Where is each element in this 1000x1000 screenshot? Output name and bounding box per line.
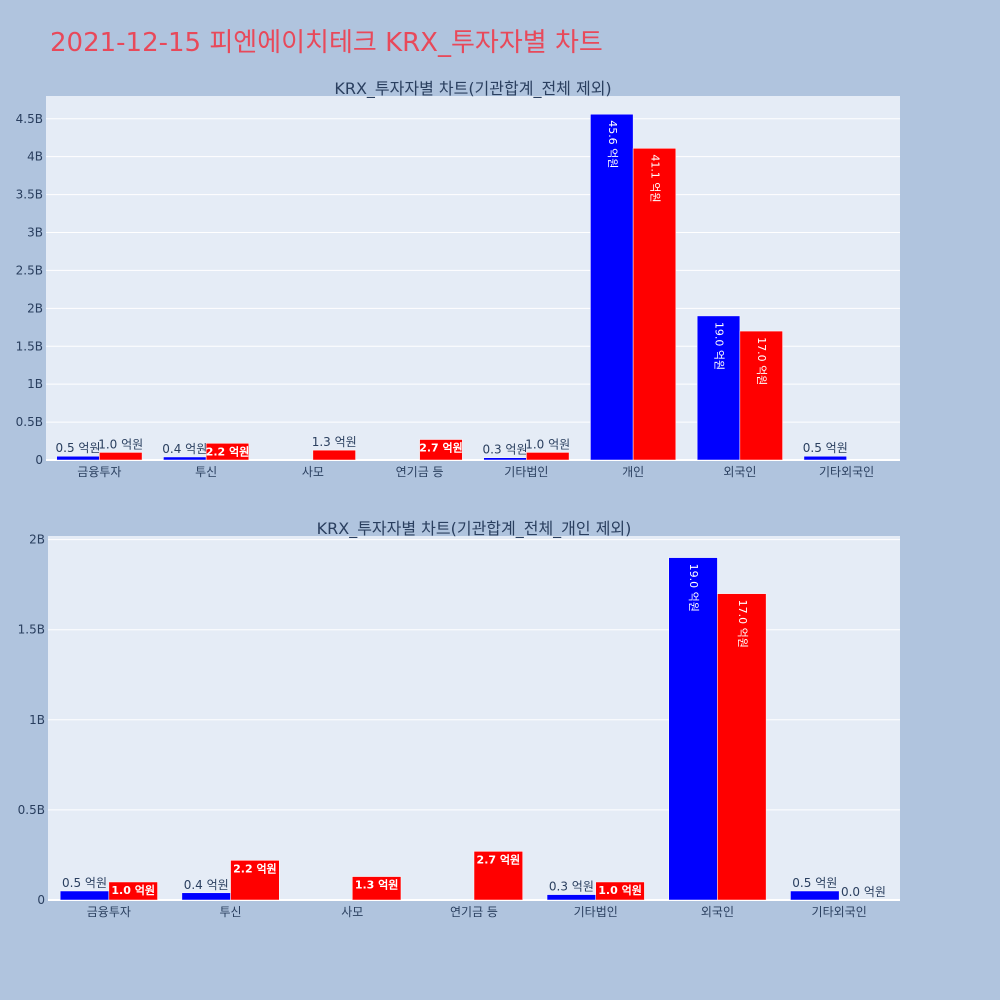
data-label: 1.0 억원 — [525, 437, 570, 451]
data-label: 0.5 억원 — [62, 876, 107, 890]
data-label: 0.4 억원 — [184, 878, 229, 892]
data-label: 1.0 억원 — [598, 883, 642, 897]
x-tick-label: 사모 — [302, 465, 324, 479]
page-title: 2021-12-15 피엔에이치테크 KRX_투자자별 차트 — [50, 28, 603, 58]
chart-all-investors: 0 0.5B 1B 1.5B 2B 2.5B 3B 3.5B 4B 4.5B KRX_투자자별 차트… — [16, 79, 900, 479]
data-label: 45.6 억원 — [606, 120, 619, 168]
bar — [803, 455, 847, 461]
y-tick-label: 4B — [27, 150, 43, 164]
bar — [419, 439, 463, 461]
y-tick-label: 3.5B — [16, 188, 43, 202]
data-label: 0.5 억원 — [792, 876, 837, 890]
data-label: 2.2 억원 — [233, 861, 277, 875]
x-tick-label: 외국인 — [723, 465, 756, 479]
bar — [352, 876, 402, 901]
bar — [163, 456, 207, 461]
data-label: 0.0 억원 — [841, 885, 886, 899]
y-tick-label: 1.5B — [18, 623, 45, 637]
bar — [668, 557, 718, 901]
data-label: 0.3 억원 — [483, 443, 528, 457]
y-tick-label: 1B — [27, 377, 43, 391]
bar — [56, 455, 100, 461]
x-tick-label: 금융투자 — [87, 905, 131, 919]
y-tick-label: 0 — [37, 893, 45, 907]
x-tick-label: 사모 — [341, 905, 363, 919]
y-tick-label: 0.5B — [18, 803, 45, 817]
y-tick-label: 2.5B — [16, 263, 43, 277]
data-label: 19.0 억원 — [687, 564, 700, 612]
chart-title: KRX_투자자별 차트(기관합계_전체 제외) — [334, 79, 611, 99]
x-tick-label: 연기금 등 — [396, 465, 444, 479]
bar — [473, 851, 523, 901]
x-tick-label: 기타법인 — [574, 905, 618, 919]
bar — [526, 452, 570, 461]
data-label: 1.0 억원 — [111, 883, 155, 897]
data-label: 2.7 억원 — [419, 441, 463, 455]
y-tick-label: 1B — [29, 713, 45, 727]
x-tick-label: 투신 — [220, 905, 242, 919]
x-tick-label: 외국인 — [701, 905, 734, 919]
y-tick-label: 3B — [27, 226, 43, 240]
data-label: 17.0 억원 — [755, 337, 768, 385]
plot-area — [48, 536, 900, 900]
data-label: 41.1 억원 — [648, 154, 661, 202]
x-tick-label: 기타법인 — [504, 465, 548, 479]
chart-excluding-individuals: 0 0.5B 1B 1.5B 2B KRX_투자자별 차트(기관합계_전체_개인 제외) 금… — [18, 519, 900, 919]
bar — [696, 315, 741, 461]
x-tick-label: 개인 — [622, 465, 644, 479]
data-label: 2.7 억원 — [477, 852, 521, 866]
y-tick-label: 0 — [35, 453, 43, 467]
data-label: 2.2 억원 — [206, 444, 250, 458]
bar — [181, 892, 231, 901]
bar — [108, 881, 158, 901]
bar — [717, 593, 767, 901]
data-label: 0.4 억원 — [162, 442, 207, 456]
x-tick-label: 투신 — [195, 465, 217, 479]
bar — [99, 452, 143, 461]
x-tick-label: 기타외국인 — [819, 465, 874, 479]
data-label: 0.5 억원 — [803, 441, 848, 455]
bar — [590, 113, 634, 461]
data-label: 1.3 억원 — [312, 435, 357, 449]
data-label: 1.0 억원 — [98, 437, 143, 451]
x-tick-label: 연기금 등 — [450, 905, 498, 919]
y-tick-label: 2B — [29, 533, 45, 547]
data-label: 0.5 억원 — [56, 441, 101, 455]
bar — [483, 457, 527, 461]
bar — [312, 449, 356, 461]
data-label: 0.3 억원 — [549, 880, 594, 894]
y-tick-label: 1.5B — [16, 339, 43, 353]
chart-title: KRX_투자자별 차트(기관합계_전체_개인 제외) — [317, 519, 632, 539]
bar — [205, 443, 250, 461]
y-tick-label: 0.5B — [16, 415, 43, 429]
bar — [595, 881, 645, 901]
y-tick-label: 2B — [27, 301, 43, 315]
bar — [790, 890, 840, 901]
y-tick-label: 4.5B — [16, 112, 43, 126]
bar — [230, 860, 280, 901]
bar — [546, 894, 596, 901]
data-label: 1.3 억원 — [355, 878, 399, 892]
data-label: 17.0 억원 — [736, 600, 749, 648]
data-label: 19.0 억원 — [713, 322, 726, 370]
bar — [59, 890, 110, 901]
x-tick-label: 금융투자 — [77, 465, 121, 479]
x-tick-label: 기타외국인 — [812, 905, 867, 919]
bar — [632, 148, 677, 461]
bar — [739, 330, 783, 461]
